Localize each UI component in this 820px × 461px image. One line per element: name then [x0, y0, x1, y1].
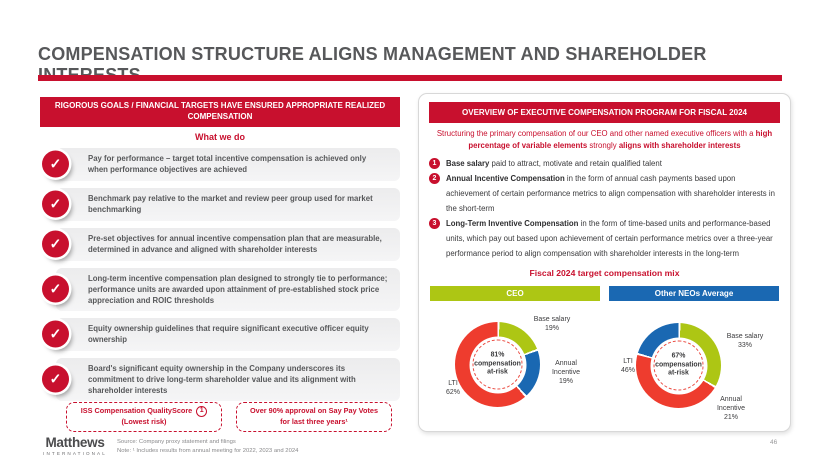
segment-label: LTI 62% — [445, 380, 460, 396]
badge-subtext: for last three years¹ — [280, 416, 348, 426]
right-panel-header: OVERVIEW OF EXECUTIVE COMPENSATION PROGR… — [429, 102, 780, 123]
segment-label: Annual Incentive 19% — [551, 360, 581, 385]
segment-label: LTI 46% — [620, 358, 635, 374]
list-item-text: Pre-set objectives for annual incentive … — [88, 234, 382, 255]
badge-text: ISS Compensation QualityScore — [80, 406, 193, 416]
neos-chart-column: Other NEOs Average 67% compensation at-r… — [609, 286, 779, 423]
list-item: 3 Long-Term Inventive Compensation in th… — [429, 216, 780, 261]
at-risk-pct: 81% — [490, 351, 505, 359]
compensation-mix-charts: CEO 81% compensation at-risk Base salary… — [429, 286, 780, 423]
number-badge: 3 — [429, 218, 440, 229]
segment-label: Base salary 33% — [726, 333, 764, 349]
badges-row: ISS Compensation QualityScore 1 (Lowest … — [66, 402, 392, 432]
number-badge: 1 — [429, 158, 440, 169]
matthews-logo: Matthews INTERNATIONAL — [43, 435, 107, 456]
title-underline — [38, 75, 782, 81]
list-item-text: Board's significant equity ownership in … — [88, 363, 356, 395]
segment-label: Base salary 19% — [533, 316, 571, 332]
intro-paragraph: Structuring the primary compensation of … — [436, 129, 773, 150]
list-item: ✓ Benchmark pay relative to the market a… — [40, 187, 400, 221]
at-risk-dashed-circle: 81% compensation at-risk — [472, 339, 523, 390]
compensation-components-list: 1 Base salary paid to attract, motivate … — [429, 156, 780, 261]
check-icon: ✓ — [42, 230, 69, 258]
ceo-chart-header: CEO — [430, 286, 600, 301]
list-item: ✓ Pre-set objectives for annual incentiv… — [40, 227, 400, 261]
check-icon: ✓ — [42, 320, 69, 348]
mix-title: Fiscal 2024 target compensation mix — [529, 268, 680, 278]
number-badge: 2 — [429, 173, 440, 184]
check-icon: ✓ — [42, 190, 69, 218]
badge-subtext: (Lowest risk) — [121, 417, 167, 426]
list-item: ✓ Pay for performance – target total inc… — [40, 147, 400, 181]
left-panel: RIGOROUS GOALS / FINANCIAL TARGETS HAVE … — [40, 97, 400, 408]
page-number: 46 — [770, 439, 778, 446]
source-note: Source: Company proxy statement and fili… — [117, 439, 299, 454]
list-item: ✓ Board's significant equity ownership i… — [40, 357, 400, 401]
neos-chart-header: Other NEOs Average — [609, 286, 779, 301]
check-icon: ✓ — [42, 150, 69, 178]
list-item-text: Long-term incentive compensation plan de… — [88, 273, 388, 305]
list-item-text: Pay for performance – target total incen… — [88, 154, 367, 175]
segment-label: Annual Incentive 21% — [716, 396, 746, 421]
check-icon: ✓ — [42, 275, 69, 303]
list-item-text: Benchmark pay relative to the market and… — [88, 194, 373, 215]
list-item: ✓ Equity ownership guidelines that requi… — [40, 317, 400, 351]
at-risk-dashed-circle: 67% compensation at-risk — [653, 340, 704, 391]
ceo-donut-chart: 81% compensation at-risk — [455, 322, 540, 407]
say-pay-approval-badge: Over 90% approval on Say Pay Votes for l… — [236, 402, 392, 432]
list-item-text: Equity ownership guidelines that require… — [88, 324, 369, 345]
check-icon: ✓ — [42, 365, 69, 393]
what-we-do-heading: What we do — [195, 131, 245, 142]
at-risk-pct: 67% — [671, 352, 686, 360]
right-panel-card: OVERVIEW OF EXECUTIVE COMPENSATION PROGR… — [418, 93, 791, 432]
iss-qualityscore-badge: ISS Compensation QualityScore 1 (Lowest … — [66, 402, 222, 432]
what-we-do-list: ✓ Pay for performance – target total inc… — [40, 147, 400, 401]
list-item: 2 Annual Incentive Compensation in the f… — [429, 171, 780, 216]
score-one-icon: 1 — [196, 406, 208, 417]
list-item: 1 Base salary paid to attract, motivate … — [429, 156, 780, 171]
left-panel-header: RIGOROUS GOALS / FINANCIAL TARGETS HAVE … — [40, 97, 400, 127]
neos-donut-chart: 67% compensation at-risk — [636, 323, 721, 408]
list-item: ✓ Long-term incentive compensation plan … — [40, 267, 400, 311]
badge-text: Over 90% approval on Say Pay Votes — [249, 406, 379, 416]
ceo-chart-column: CEO 81% compensation at-risk Base salary… — [430, 286, 600, 423]
